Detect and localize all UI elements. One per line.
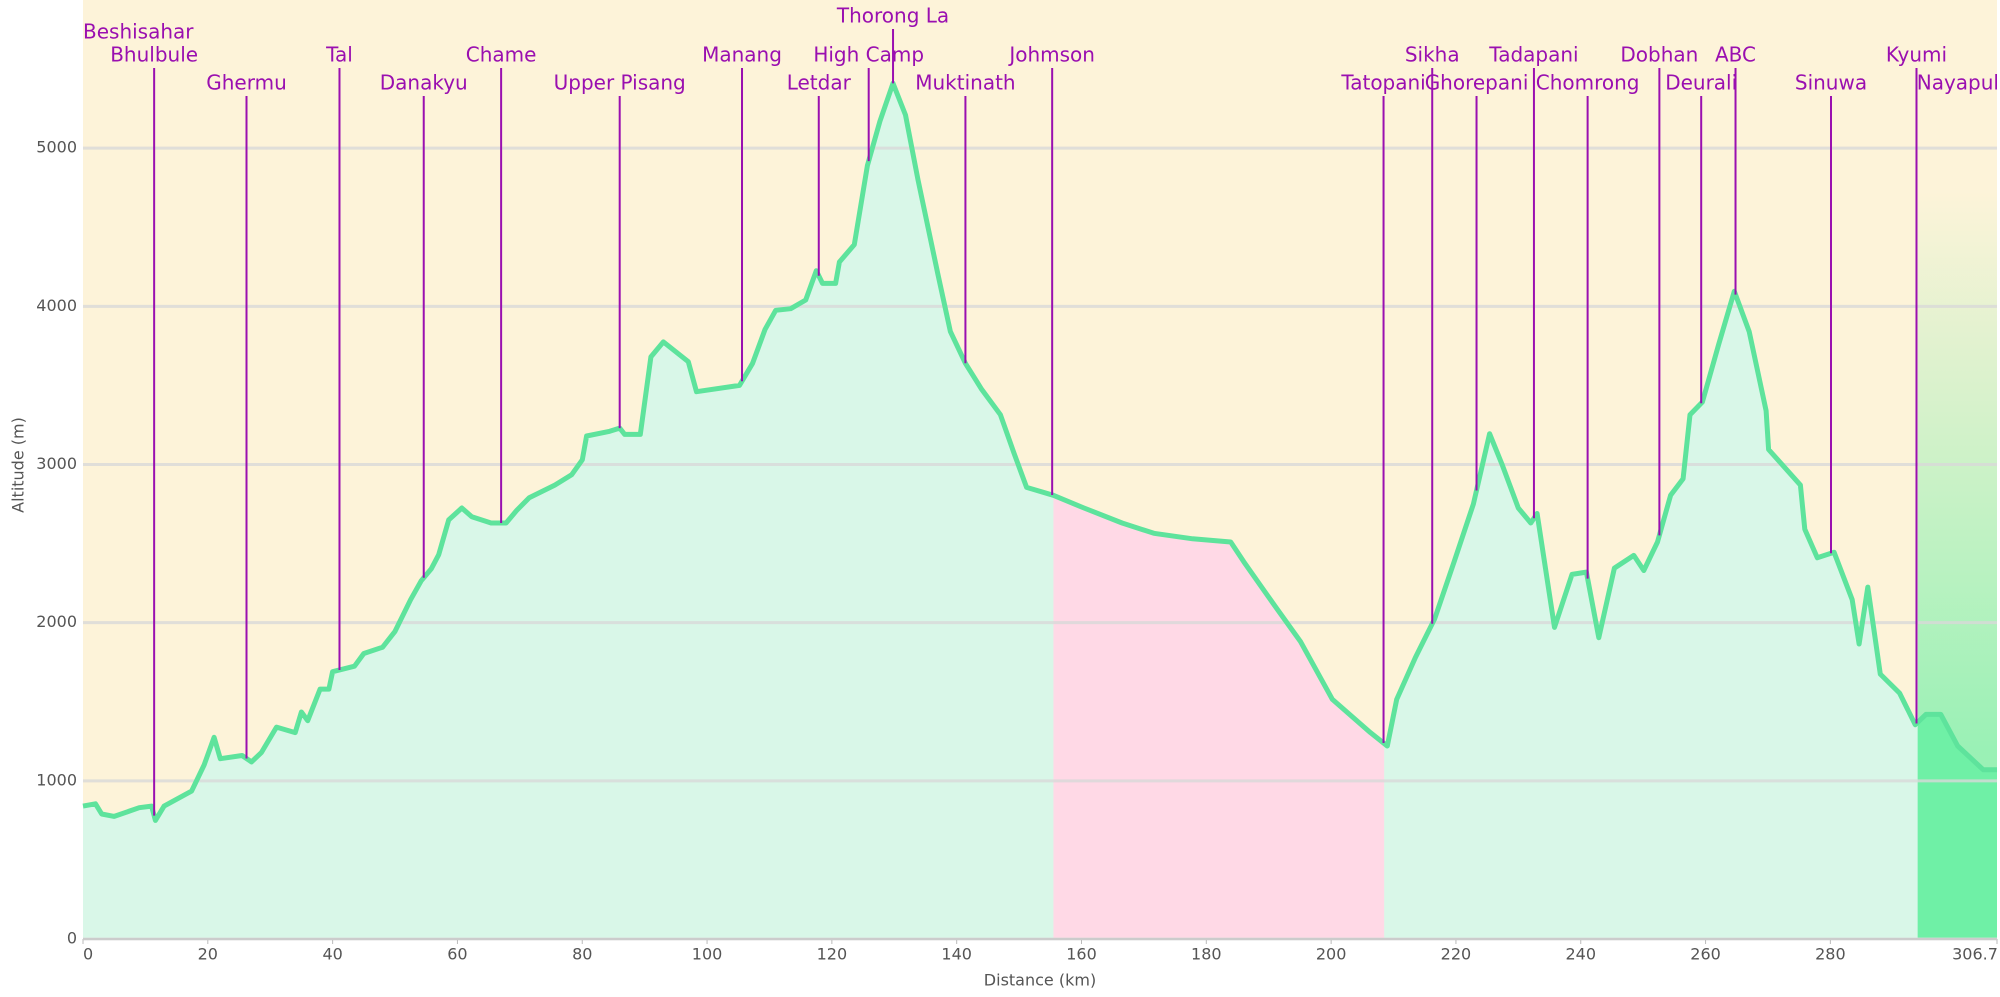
x-tick-label: 20 [198,945,218,964]
annotation-label: Manang [702,43,782,67]
y-tick-label: 5000 [36,138,77,157]
annotation-label: Danakyu [380,71,468,95]
annotation-label: ABC [1715,43,1756,67]
annotation-label: Nayapul [1917,71,1999,95]
x-tick-label: 0 [83,945,93,964]
profile-line [82,80,1997,823]
annotation-label: Beshisahar [83,20,194,44]
annotation-label: Tadapani [1488,43,1578,67]
y-tick-label: 0 [67,929,77,948]
annotation-label: Tatopani [1340,71,1425,95]
x-tick-label: 100 [692,945,723,964]
x-tick-label: 240 [1565,945,1596,964]
x-tick-label: 220 [1441,945,1472,964]
annotation-label: Johmson [1007,43,1095,67]
y-tick-label: 2000 [36,612,77,631]
x-tick-label: 40 [322,945,342,964]
x-tick-label: 280 [1815,945,1846,964]
annotation-label: Dobhan [1620,43,1698,67]
x-tick-label: 80 [572,945,592,964]
annotation-label: Chomrong [1536,71,1640,95]
highlight-area [1917,714,1997,939]
x-tick-label: 60 [447,945,467,964]
highlight-area [1053,495,1385,939]
annotation-label: Deurali [1665,71,1737,95]
x-axis-label: Distance (km) [984,971,1096,990]
x-tick-label: 120 [817,945,848,964]
area [83,83,1997,940]
annotation-label: Letdar [787,71,852,95]
x-tick-label: 306.7 [1952,945,1998,964]
x-tick-label: 200 [1316,945,1347,964]
annotation-label: Tal [325,43,353,67]
annotation-label: Ghermu [206,71,287,95]
x-tick-label: 180 [1191,945,1222,964]
annotation-label: Chame [466,43,537,67]
annotation-label: Ghorepani [1425,71,1529,95]
y-tick-label: 4000 [36,296,77,315]
annotation-label: Thorong La [836,4,949,28]
y-tick-label: 3000 [36,454,77,473]
x-tick-label: 160 [1066,945,1097,964]
annotation-label: Muktinath [915,71,1015,95]
annotation-label: High Camp [813,43,924,67]
annotation-label: Upper Pisang [554,71,686,95]
annotation-label: Sinuwa [1795,71,1867,95]
x-tick-label: 140 [941,945,972,964]
y-axis-label: Altitude (m) [9,417,28,513]
y-tick-label: 1000 [36,770,77,789]
x-tick-label: 260 [1690,945,1721,964]
annotation-label: Bhulbule [110,43,198,67]
annotation-label: Kyumi [1886,43,1947,67]
annotation-label: Sikha [1405,43,1460,67]
